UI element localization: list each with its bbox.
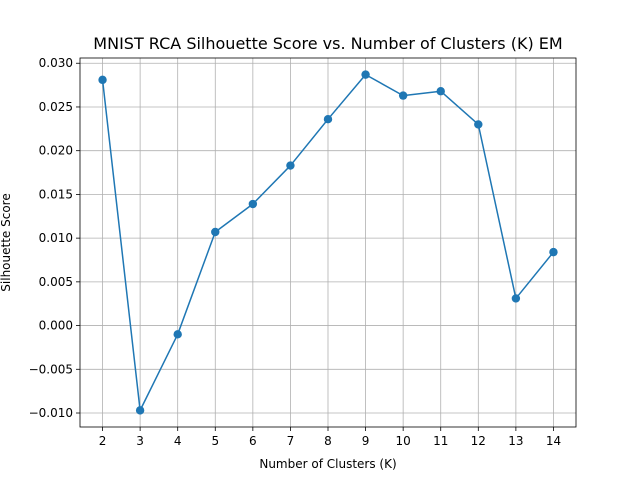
y-tick-label: 0.005 — [39, 275, 73, 289]
data-point — [211, 227, 220, 237]
data-point — [98, 75, 107, 85]
data-point — [398, 91, 408, 100]
data-point — [248, 199, 258, 209]
data-point — [511, 294, 521, 303]
y-axis-label: Silhouette Score — [0, 193, 13, 291]
x-tick-label: 11 — [433, 434, 448, 448]
data-point — [323, 115, 333, 124]
y-tick-label: 0.025 — [39, 100, 73, 114]
y-axis: −0.010 −0.005 0.000 0.005 0.010 0.015 0.020 0.0… — [29, 56, 80, 420]
x-tick-label: 4 — [174, 434, 182, 448]
x-tick-label: 3 — [136, 434, 144, 448]
x-tick-label: 10 — [396, 434, 411, 448]
x-tick-label: 13 — [508, 434, 523, 448]
data-point — [286, 161, 295, 170]
y-tick-label: 0.020 — [39, 144, 73, 158]
x-tick-label: 9 — [362, 434, 370, 448]
y-tick-label: 0.015 — [39, 187, 73, 201]
data-point — [474, 120, 483, 129]
x-tick-label: 8 — [324, 434, 332, 448]
data-point — [135, 406, 145, 415]
x-tick-label: 12 — [471, 434, 486, 448]
y-tick-label: −0.005 — [29, 362, 73, 376]
x-axis-label: Number of Clusters (K) — [259, 457, 396, 471]
x-tick-label: 7 — [287, 434, 295, 448]
chart-title: MNIST RCA Silhouette Score vs. Number of… — [93, 34, 562, 53]
data-point — [549, 247, 558, 257]
y-tick-label: 0.010 — [39, 231, 73, 245]
y-tick-label: 0.030 — [39, 56, 73, 70]
data-point — [361, 70, 370, 79]
x-tick-label: 6 — [249, 434, 257, 448]
data-point — [173, 330, 182, 339]
series-layer — [98, 70, 558, 415]
x-tick-label: 5 — [211, 434, 219, 448]
grid — [80, 58, 576, 427]
x-tick-label: 14 — [546, 434, 561, 448]
data-point — [436, 87, 445, 96]
x-tick-label: 2 — [99, 434, 107, 448]
y-tick-label: 0.000 — [39, 319, 73, 333]
x-axis: 2 3 4 5 6 7 8 9 10 11 12 13 14 — [99, 427, 561, 448]
y-tick-label: −0.010 — [29, 406, 73, 420]
